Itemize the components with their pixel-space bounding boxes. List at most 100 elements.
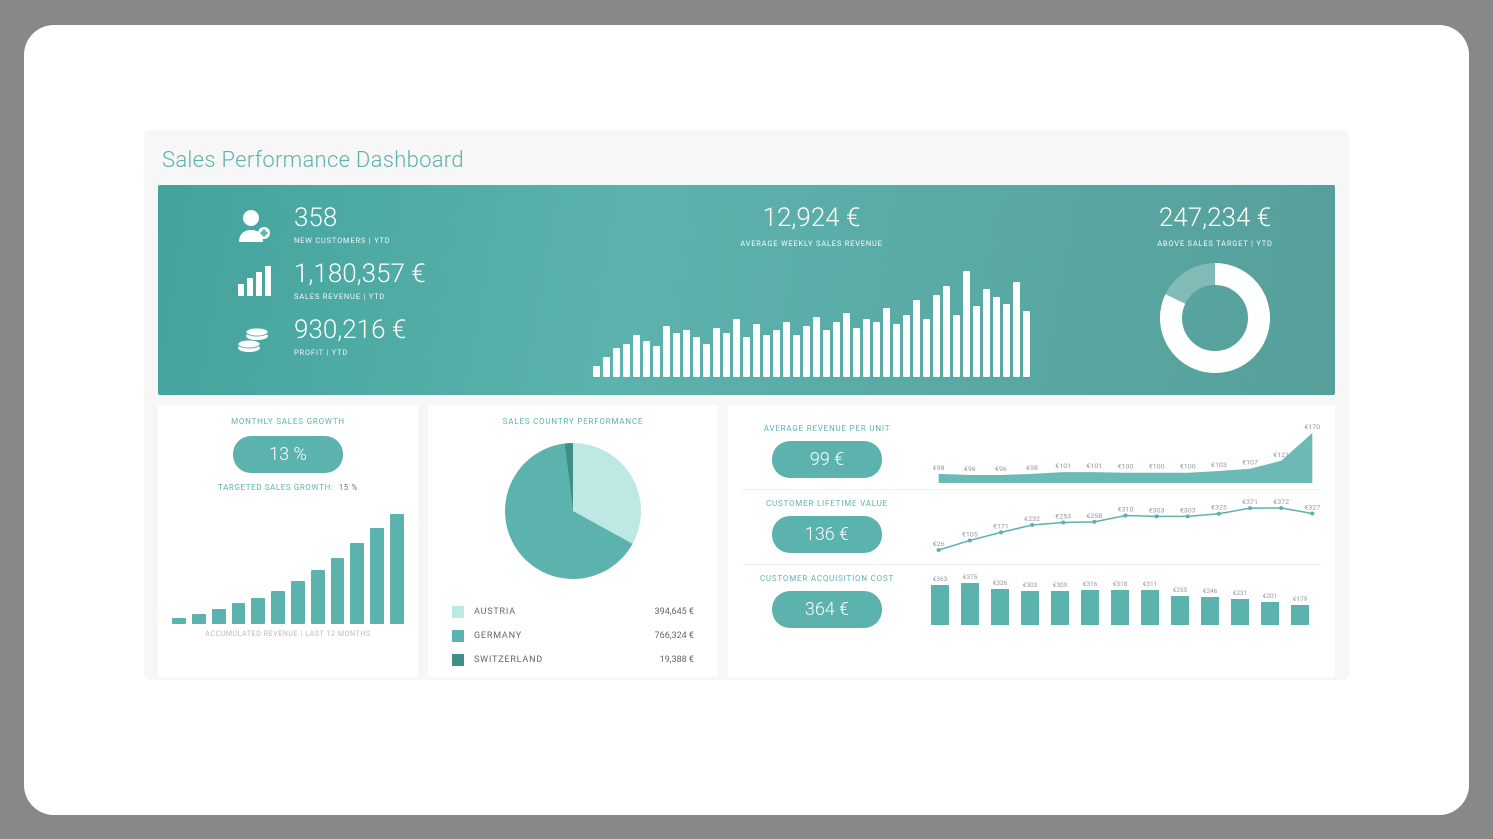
svg-text:€98: €98 [1026, 464, 1038, 472]
weekly-bar [903, 315, 910, 377]
svg-text:€170: €170 [1304, 423, 1320, 431]
cac-bar: €201 [1260, 592, 1280, 624]
growth-bar [311, 570, 325, 623]
cac-title: CUSTOMER ACQUISITION COST [742, 574, 912, 583]
legend-name: SWITZERLAND [474, 655, 543, 665]
country-pie [442, 436, 704, 586]
legend-swatch [452, 630, 464, 642]
weekly-bar [773, 330, 780, 376]
targeted-growth-text: TARGETED SALES GROWTH: [218, 483, 333, 492]
growth-bar [192, 614, 206, 623]
coins-icon [232, 315, 276, 359]
weekly-bar [963, 271, 970, 377]
clv-chart: €26€105€171€232€253€258€310€303€303€325€… [930, 496, 1321, 556]
weekly-bar [603, 357, 610, 377]
weekly-bar [683, 330, 690, 376]
weekly-bar [693, 337, 700, 377]
monthly-growth-card: MONTHLY SALES GROWTH 13 % TARGETED SALES… [158, 405, 418, 677]
weekly-bar [763, 335, 770, 377]
weekly-bar [643, 341, 650, 376]
country-title: SALES COUNTRY PERFORMANCE [442, 417, 704, 426]
cac-bar: €363 [930, 575, 950, 625]
clv-row: CUSTOMER LIFETIME VALUE 136 € €26€105€17… [742, 490, 1321, 565]
svg-text:€372: €372 [1273, 498, 1289, 506]
legend-value: 19,388 € [660, 655, 694, 665]
weekly-revenue-panel: 12,924 € AVERAGE WEEKLY SALES REVENUE [528, 185, 1095, 395]
growth-bar [212, 609, 226, 624]
kpi-value: 1,180,357 € [294, 260, 426, 289]
kpi-label: NEW CUSTOMERS | YTD [294, 236, 390, 245]
sales-target-donut [1095, 258, 1335, 378]
weekly-bar [743, 337, 750, 377]
legend-value: 394,645 € [655, 607, 694, 617]
cac-bar-label: €246 [1203, 587, 1218, 595]
cac-bar-label: €255 [1173, 586, 1188, 594]
arpu-title: AVERAGE REVENUE PER UNIT [742, 424, 912, 433]
targeted-growth-label: TARGETED SALES GROWTH: 15 % [172, 483, 404, 492]
legend-row-germany: GERMANY 766,324 € [442, 624, 704, 648]
hero-banner: 358 NEW CUSTOMERS | YTD 1,180,357 € SALE… [158, 185, 1335, 395]
weekly-bar [973, 306, 980, 376]
svg-text:€105: €105 [962, 530, 978, 538]
weekly-bar [633, 335, 640, 377]
weekly-bar [883, 308, 890, 376]
cac-bar: €231 [1230, 589, 1250, 624]
app-frame: Sales Performance Dashboard 358 NEW CUST… [24, 25, 1469, 815]
legend-name: AUSTRIA [474, 607, 516, 617]
monthly-growth-pill: 13 % [233, 436, 343, 473]
legend-row-switzerland: SWITZERLAND 19,388 € [442, 648, 704, 672]
growth-bar [291, 581, 305, 623]
arpu-chart: €98€96€96€98€101€101€100€100€100€103€107… [930, 421, 1321, 481]
page-title: Sales Performance Dashboard [158, 144, 1335, 185]
weekly-bar [913, 300, 920, 377]
clv-pill: 136 € [772, 516, 882, 553]
legend-swatch [452, 606, 464, 618]
arpu-pill: 99 € [772, 441, 882, 478]
weekly-bar [853, 328, 860, 376]
cac-bar-label: €318 [1113, 580, 1128, 588]
cac-bar: €309 [1050, 581, 1070, 625]
cac-bar: €318 [1110, 580, 1130, 625]
weekly-bar [843, 313, 850, 377]
svg-text:€98: €98 [933, 464, 945, 472]
cac-chart: €363 €375 €326 €303 €309 €316 €318 €311 … [930, 571, 1321, 631]
svg-text:€232: €232 [1024, 515, 1040, 523]
weekly-bar [593, 366, 600, 377]
kpi-label: PROFIT | YTD [294, 348, 406, 357]
clv-title: CUSTOMER LIFETIME VALUE [742, 499, 912, 508]
cac-bar-label: €303 [1023, 581, 1038, 589]
cac-bar-label: €375 [963, 573, 978, 581]
svg-text:€258: €258 [1086, 512, 1102, 520]
cac-row: CUSTOMER ACQUISITION COST 364 € €363 €37… [742, 565, 1321, 639]
monthly-growth-title: MONTHLY SALES GROWTH [172, 417, 404, 426]
sales-target-value: 247,234 € [1095, 203, 1335, 233]
weekly-bar [983, 289, 990, 377]
svg-text:€325: €325 [1211, 503, 1227, 511]
weekly-bar [1003, 304, 1010, 377]
weekly-bar [953, 315, 960, 377]
kpi-bars: 1,180,357 € SALES REVENUE | YTD [232, 259, 518, 303]
svg-text:€371: €371 [1242, 498, 1258, 506]
weekly-bar [993, 297, 1000, 376]
weekly-bar [863, 319, 870, 376]
svg-text:€100: €100 [1180, 462, 1196, 470]
svg-text:€96: €96 [995, 465, 1007, 473]
kpi-label: SALES REVENUE | YTD [294, 292, 426, 301]
kpi-coins: 930,216 € PROFIT | YTD [232, 315, 518, 359]
svg-text:€100: €100 [1149, 462, 1165, 470]
svg-text:€303: €303 [1180, 506, 1196, 514]
weekly-bar [793, 335, 800, 377]
bars-icon [232, 259, 276, 303]
svg-text:€121: €121 [1273, 451, 1289, 459]
weekly-bar [613, 348, 620, 377]
weekly-bar [713, 328, 720, 376]
weekly-bar [703, 344, 710, 377]
weekly-bar [803, 326, 810, 377]
monthly-growth-caption: ACCUMULATED REVENUE | LAST 12 MONTHS [172, 630, 404, 638]
cac-bar: €316 [1080, 580, 1100, 625]
weekly-bar [833, 322, 840, 377]
weekly-bar [923, 319, 930, 376]
growth-bar [370, 528, 384, 623]
svg-text:€101: €101 [1086, 462, 1102, 470]
weekly-bar [823, 330, 830, 376]
